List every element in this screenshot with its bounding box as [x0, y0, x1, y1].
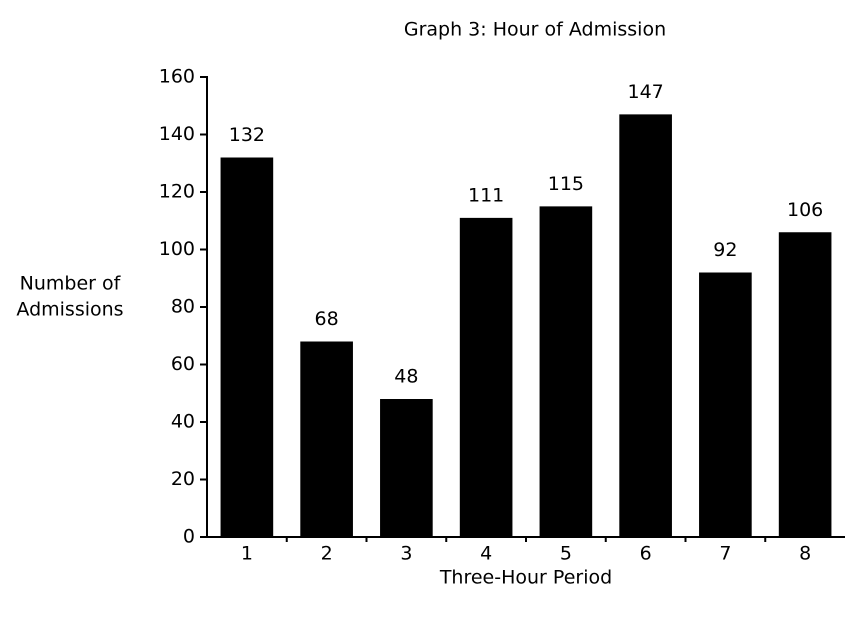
bar — [300, 341, 353, 537]
y-tick-label: 0 — [183, 526, 195, 548]
x-tick-label: 1 — [241, 543, 253, 565]
y-axis-label: Number of — [20, 273, 122, 295]
x-tick-label: 5 — [560, 543, 572, 565]
data-label: 48 — [394, 366, 418, 388]
bar — [699, 272, 752, 537]
data-label: 92 — [713, 239, 737, 261]
chart-title: Graph 3: Hour of Admission — [404, 19, 666, 41]
bar — [220, 157, 274, 537]
y-tick-label: 20 — [171, 468, 195, 490]
bar — [380, 399, 433, 537]
x-tick-label: 7 — [719, 543, 731, 565]
bar — [619, 114, 672, 537]
x-tick-label: 6 — [640, 543, 652, 565]
y-tick-label: 40 — [171, 411, 195, 433]
x-tick-label: 2 — [321, 543, 333, 565]
x-tick-label: 4 — [480, 543, 492, 565]
x-tick-label: 8 — [799, 543, 811, 565]
y-axis-label: Admissions — [16, 299, 123, 321]
data-label: 68 — [315, 308, 339, 330]
bar — [459, 217, 513, 537]
x-tick-label: 3 — [400, 543, 412, 565]
data-label: 115 — [548, 173, 584, 195]
data-label: 111 — [468, 184, 504, 206]
y-tick-label: 100 — [159, 238, 195, 260]
bar — [778, 232, 832, 537]
data-label: 132 — [229, 124, 265, 146]
bar — [539, 206, 593, 537]
y-tick-label: 140 — [159, 123, 195, 145]
data-label: 106 — [787, 199, 823, 221]
y-tick-label: 120 — [159, 181, 195, 203]
y-tick-label: 160 — [159, 66, 195, 88]
data-label: 147 — [627, 81, 663, 103]
x-axis-label: Three-Hour Period — [439, 567, 612, 589]
y-tick-label: 80 — [171, 296, 195, 318]
y-tick-label: 60 — [171, 353, 195, 375]
